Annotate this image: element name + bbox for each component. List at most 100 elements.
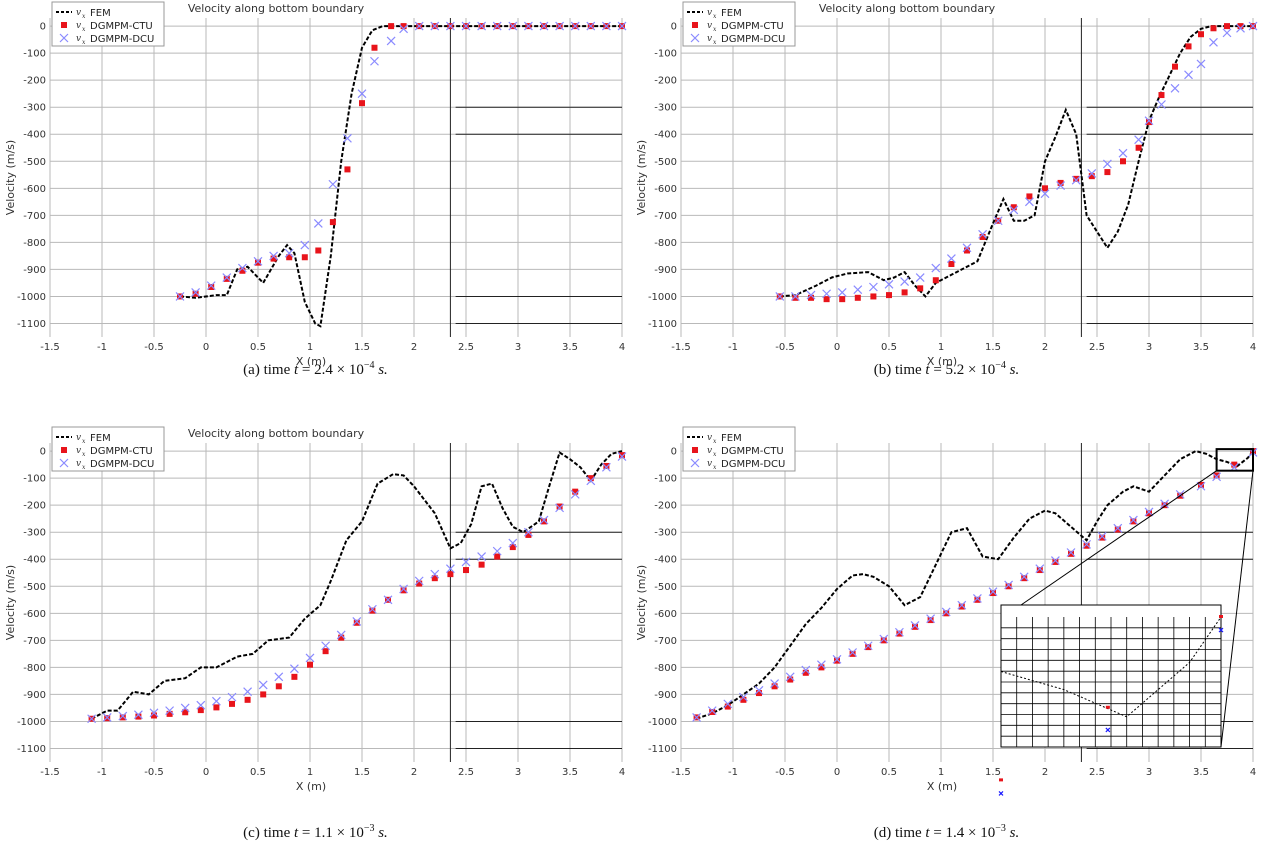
data-point-dcu xyxy=(555,21,565,31)
data-point-dcu xyxy=(206,281,216,291)
y-tick-label: -900 xyxy=(23,265,46,276)
data-point-dcu xyxy=(102,712,112,722)
legend-variable: v xyxy=(76,34,81,44)
data-point-ctu xyxy=(1231,461,1238,468)
data-point-dcu xyxy=(915,273,925,282)
y-tick-label: -400 xyxy=(23,130,46,141)
legend-entry: DGMPM-DCU xyxy=(721,34,785,45)
data-point-ctu xyxy=(1198,481,1204,488)
data-point-ctu xyxy=(1088,173,1095,180)
data-point-dcu xyxy=(289,664,299,674)
data-point-ctu xyxy=(400,23,407,30)
legend-symbol-ctu xyxy=(61,447,67,453)
legend-variable: v xyxy=(76,8,81,18)
x-tick-label: 0.5 xyxy=(250,342,266,353)
data-point-ctu xyxy=(870,293,877,300)
data-point-dcu xyxy=(445,564,455,574)
data-point-dcu xyxy=(586,21,596,31)
data-point-dcu xyxy=(87,714,97,724)
data-point-dcu xyxy=(770,679,780,689)
data-point-dcu xyxy=(1004,580,1014,590)
data-point-dcu xyxy=(879,634,889,644)
data-point-ctu xyxy=(1158,92,1165,99)
data-point-dcu xyxy=(313,219,323,228)
data-point-dcu xyxy=(1128,515,1138,525)
data-point-dcu xyxy=(1035,564,1045,574)
data-point-dcu xyxy=(586,476,596,486)
data-point-dcu xyxy=(305,653,315,663)
data-point-ctu xyxy=(307,661,313,668)
legend-subscript: x xyxy=(713,464,717,471)
data-point-dcu xyxy=(863,641,873,651)
data-point-ctu xyxy=(1052,558,1059,565)
data-point-ctu xyxy=(990,590,996,597)
legend-symbol-dcu xyxy=(59,33,69,43)
data-point-dcu xyxy=(149,708,159,718)
data-point-dcu xyxy=(430,569,440,579)
data-point-ctu xyxy=(1026,193,1033,200)
legend-variable: v xyxy=(707,21,712,31)
data-point-dcu xyxy=(801,665,811,675)
data-point-ctu xyxy=(740,696,747,703)
x-tick-label: 0 xyxy=(834,767,840,778)
y-tick-label: -500 xyxy=(654,582,677,593)
y-tick-label: -800 xyxy=(23,663,46,674)
data-point-ctu xyxy=(182,709,189,716)
data-point-dcu xyxy=(414,576,424,586)
data-point-dcu xyxy=(243,687,253,697)
chart-title: Velocity along bottom boundary xyxy=(188,2,365,15)
grid xyxy=(49,18,623,337)
y-tick-label: -300 xyxy=(654,528,677,539)
data-point-ctu xyxy=(239,267,246,274)
x-tick-label: -0.5 xyxy=(775,767,795,778)
data-point-ctu xyxy=(135,713,142,720)
legend-symbol-ctu xyxy=(692,22,698,28)
x-tick-label: 1.5 xyxy=(354,342,370,353)
data-point-ctu xyxy=(1010,204,1017,211)
data-point-dcu xyxy=(894,627,904,637)
x-tick-label: -1.5 xyxy=(40,767,60,778)
legend-variable: v xyxy=(76,459,81,469)
data-point-ctu xyxy=(192,290,199,297)
data-point-dcu xyxy=(962,243,972,253)
data-point-dcu xyxy=(775,292,785,301)
data-point-dcu xyxy=(1019,572,1029,582)
x-tick-label: -1 xyxy=(97,342,107,353)
data-point-dcu xyxy=(1212,472,1222,482)
x-tick-label: 1.5 xyxy=(354,767,370,778)
x-tick-label: 0.5 xyxy=(881,767,897,778)
data-point-dcu xyxy=(601,462,611,472)
data-point-dcu xyxy=(822,289,832,299)
data-point-dcu xyxy=(253,256,263,266)
data-point-dcu xyxy=(1102,159,1112,169)
inset-point-ctu xyxy=(1219,615,1223,618)
data-point-ctu xyxy=(1083,542,1090,549)
data-point-ctu xyxy=(1130,518,1137,525)
inset xyxy=(998,604,1224,796)
data-point-ctu xyxy=(1099,534,1106,541)
data-point-dcu xyxy=(1050,556,1060,566)
y-tick-label: 0 xyxy=(40,22,46,33)
y-tick-label: -1000 xyxy=(648,292,677,303)
data-point-ctu xyxy=(854,294,861,301)
y-axis-label: Velocity (m/s) xyxy=(4,565,17,640)
inset-point-ctu xyxy=(1105,705,1110,709)
x-axis-label: X (m) xyxy=(296,780,326,793)
data-point-dcu xyxy=(884,279,894,289)
data-point-ctu xyxy=(1005,583,1012,590)
data-point-ctu xyxy=(344,166,351,173)
data-point-ctu xyxy=(509,544,516,551)
y-tick-label: -700 xyxy=(23,636,46,647)
data-point-dcu xyxy=(336,630,346,640)
y-tick-label: -200 xyxy=(23,501,46,512)
y-tick-label: 0 xyxy=(40,447,46,458)
data-point-dcu xyxy=(868,282,878,292)
legend-symbol-dcu xyxy=(59,458,69,468)
data-point-dcu xyxy=(853,285,863,295)
data-point-dcu xyxy=(386,36,396,46)
x-tick-label: 3.5 xyxy=(562,342,578,353)
legend-entry: DGMPM-DCU xyxy=(90,34,154,45)
data-point-ctu xyxy=(808,294,814,301)
data-point-dcu xyxy=(284,248,294,258)
